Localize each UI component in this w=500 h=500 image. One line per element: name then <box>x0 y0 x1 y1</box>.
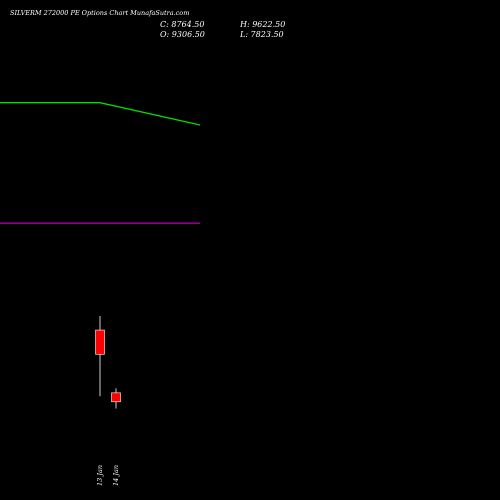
low-value: L: 7823.50 <box>240 30 284 39</box>
candle-body-1 <box>95 329 105 355</box>
x-tick-label-2: 14 Jan <box>112 465 120 486</box>
chart-title: SILVERM 272000 PE Options Chart MunafaSu… <box>10 9 190 17</box>
overlay-line-1 <box>0 102 201 126</box>
close-value: C: 8764.50 <box>160 20 205 29</box>
open-value: O: 9306.50 <box>160 30 205 39</box>
candle-body-2 <box>111 392 121 403</box>
x-tick-label-1: 13 Jan <box>96 465 104 486</box>
high-value: H: 9622.50 <box>240 20 286 29</box>
